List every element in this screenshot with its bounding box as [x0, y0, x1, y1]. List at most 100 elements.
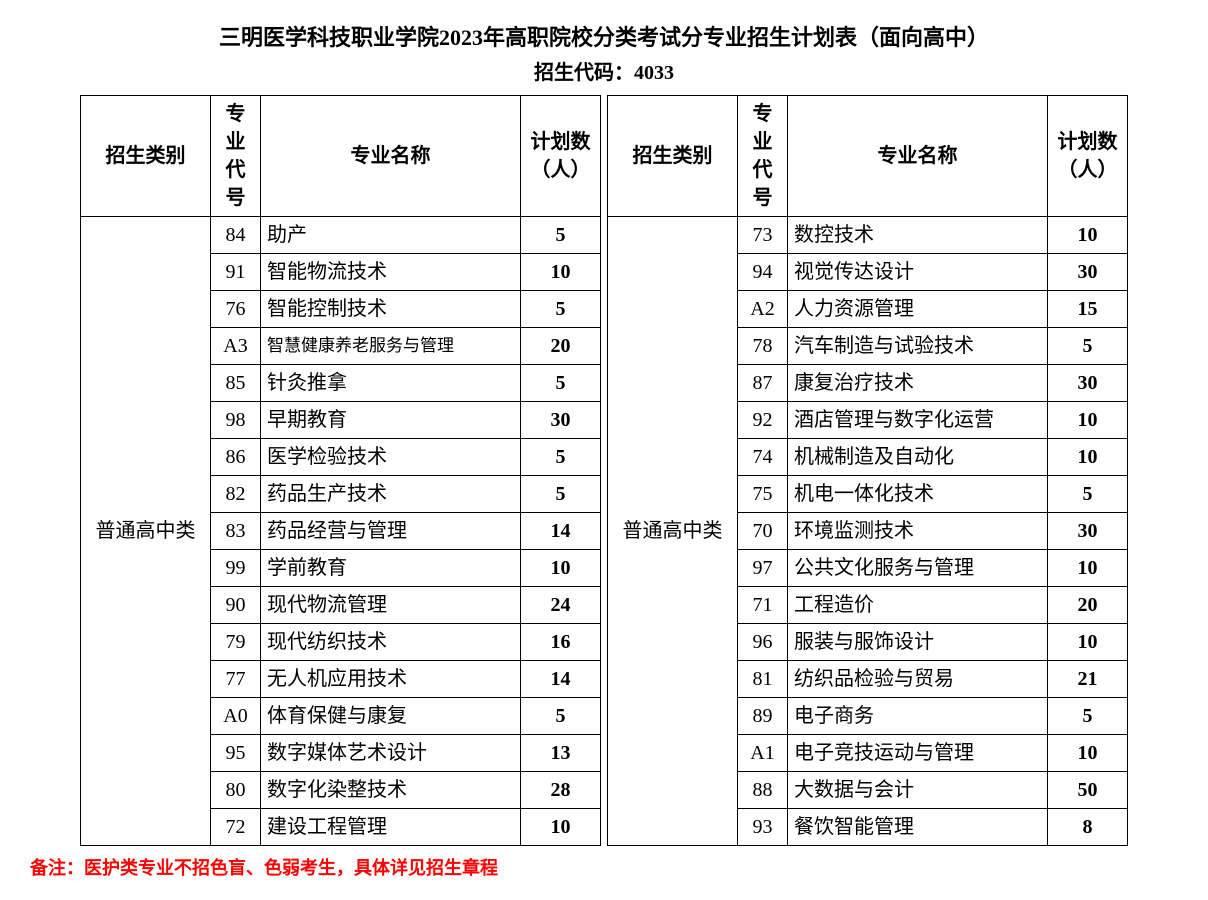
plan-count-cell: 5 — [1048, 328, 1128, 365]
major-code-cell: 86 — [211, 439, 261, 476]
major-code-cell: A1 — [738, 735, 788, 772]
header-category: 招生类别 — [81, 96, 211, 217]
plan-count-cell: 20 — [1048, 587, 1128, 624]
major-name-cell: 视觉传达设计 — [788, 254, 1048, 291]
major-name-cell: 餐饮智能管理 — [788, 809, 1048, 846]
header-major-name: 专业名称 — [261, 96, 521, 217]
plan-count-cell: 30 — [521, 402, 601, 439]
major-name-cell: 公共文化服务与管理 — [788, 550, 1048, 587]
plan-count-cell: 10 — [1048, 550, 1128, 587]
page-title: 三明医学科技职业学院2023年高职院校分类考试分专业招生计划表（面向高中） — [20, 20, 1188, 52]
plan-table-right: 招生类别 专业代号 专业名称 计划数（人） 普通高中类73数控技术1094视觉传… — [607, 95, 1128, 846]
major-code-cell: 93 — [738, 809, 788, 846]
header-plan: 计划数（人） — [1048, 96, 1128, 217]
footnote: 备注：医护类专业不招色盲、色弱考生，具体详见招生章程 — [30, 854, 1188, 880]
major-name-cell: 智能控制技术 — [261, 291, 521, 328]
major-name-cell: 机械制造及自动化 — [788, 439, 1048, 476]
plan-count-cell: 15 — [1048, 291, 1128, 328]
header-major-code: 专业代号 — [211, 96, 261, 217]
major-code-cell: 97 — [738, 550, 788, 587]
plan-count-cell: 30 — [1048, 365, 1128, 402]
major-name-cell: 现代物流管理 — [261, 587, 521, 624]
plan-count-cell: 5 — [521, 476, 601, 513]
header-major-code: 专业代号 — [738, 96, 788, 217]
major-name-cell: 智能物流技术 — [261, 254, 521, 291]
major-code-cell: 81 — [738, 661, 788, 698]
major-name-cell: 电子竞技运动与管理 — [788, 735, 1048, 772]
major-code-cell: 74 — [738, 439, 788, 476]
major-name-cell: 药品生产技术 — [261, 476, 521, 513]
major-name-cell: 数字媒体艺术设计 — [261, 735, 521, 772]
plan-count-cell: 10 — [1048, 624, 1128, 661]
major-name-cell: 学前教育 — [261, 550, 521, 587]
category-cell: 普通高中类 — [81, 217, 211, 846]
plan-count-cell: 28 — [521, 772, 601, 809]
major-name-cell: 大数据与会计 — [788, 772, 1048, 809]
plan-count-cell: 30 — [1048, 254, 1128, 291]
major-name-cell: 汽车制造与试验技术 — [788, 328, 1048, 365]
plan-count-cell: 10 — [1048, 439, 1128, 476]
major-code-cell: 98 — [211, 402, 261, 439]
major-name-cell: 药品经营与管理 — [261, 513, 521, 550]
major-code-cell: 94 — [738, 254, 788, 291]
major-name-cell: 医学检验技术 — [261, 439, 521, 476]
major-name-cell: 酒店管理与数字化运营 — [788, 402, 1048, 439]
category-cell: 普通高中类 — [608, 217, 738, 846]
major-name-cell: 服装与服饰设计 — [788, 624, 1048, 661]
major-code-cell: 90 — [211, 587, 261, 624]
plan-count-cell: 50 — [1048, 772, 1128, 809]
plan-count-cell: 21 — [1048, 661, 1128, 698]
header-plan: 计划数（人） — [521, 96, 601, 217]
plan-count-cell: 16 — [521, 624, 601, 661]
major-code-cell: 70 — [738, 513, 788, 550]
plan-count-cell: 24 — [521, 587, 601, 624]
header-major-name: 专业名称 — [788, 96, 1048, 217]
plan-count-cell: 14 — [521, 661, 601, 698]
major-code-cell: 89 — [738, 698, 788, 735]
major-code-cell: 91 — [211, 254, 261, 291]
major-name-cell: 智慧健康养老服务与管理 — [261, 328, 521, 365]
major-name-cell: 环境监测技术 — [788, 513, 1048, 550]
plan-table-left: 招生类别 专业代号 专业名称 计划数（人） 普通高中类84助产591智能物流技术… — [80, 95, 601, 846]
major-name-cell: 早期教育 — [261, 402, 521, 439]
plan-count-cell: 20 — [521, 328, 601, 365]
major-code-cell: A2 — [738, 291, 788, 328]
major-code-cell: 77 — [211, 661, 261, 698]
major-name-cell: 数字化染整技术 — [261, 772, 521, 809]
major-code-cell: 87 — [738, 365, 788, 402]
page-subtitle: 招生代码：4033 — [20, 56, 1188, 85]
major-code-cell: A0 — [211, 698, 261, 735]
major-code-cell: 80 — [211, 772, 261, 809]
plan-count-cell: 10 — [521, 809, 601, 846]
major-code-cell: 82 — [211, 476, 261, 513]
major-code-cell: 79 — [211, 624, 261, 661]
major-code-cell: 88 — [738, 772, 788, 809]
major-code-cell: 78 — [738, 328, 788, 365]
plan-count-cell: 10 — [1048, 735, 1128, 772]
plan-count-cell: 10 — [1048, 217, 1128, 254]
major-name-cell: 数控技术 — [788, 217, 1048, 254]
major-code-cell: A3 — [211, 328, 261, 365]
major-code-cell: 96 — [738, 624, 788, 661]
major-code-cell: 99 — [211, 550, 261, 587]
plan-count-cell: 5 — [521, 291, 601, 328]
table-row: 普通高中类84助产5 — [81, 217, 601, 254]
major-code-cell: 73 — [738, 217, 788, 254]
major-name-cell: 工程造价 — [788, 587, 1048, 624]
major-name-cell: 现代纺织技术 — [261, 624, 521, 661]
major-name-cell: 康复治疗技术 — [788, 365, 1048, 402]
major-name-cell: 电子商务 — [788, 698, 1048, 735]
subtitle-prefix: 招生代码： — [534, 62, 634, 84]
plan-count-cell: 8 — [1048, 809, 1128, 846]
major-code-cell: 71 — [738, 587, 788, 624]
plan-count-cell: 30 — [1048, 513, 1128, 550]
plan-count-cell: 5 — [521, 439, 601, 476]
plan-count-cell: 10 — [1048, 402, 1128, 439]
table-row: 普通高中类73数控技术10 — [608, 217, 1128, 254]
plan-count-cell: 10 — [521, 254, 601, 291]
plan-count-cell: 5 — [521, 365, 601, 402]
major-name-cell: 助产 — [261, 217, 521, 254]
plan-count-cell: 14 — [521, 513, 601, 550]
major-code-cell: 83 — [211, 513, 261, 550]
major-code-cell: 75 — [738, 476, 788, 513]
